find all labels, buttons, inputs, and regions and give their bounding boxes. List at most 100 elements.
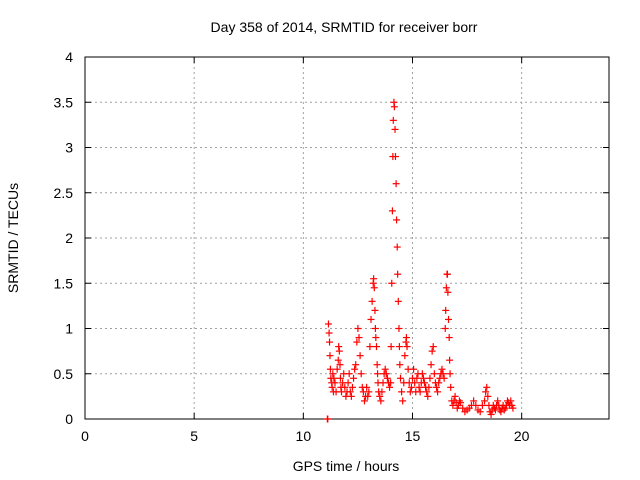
x-tick-label: 15 <box>405 428 421 444</box>
data-point <box>356 352 364 360</box>
data-point <box>425 383 433 391</box>
y-tick-label: 1.5 <box>54 275 74 291</box>
data-point <box>428 347 436 355</box>
data-point <box>398 388 406 396</box>
data-point <box>352 361 360 369</box>
data-point <box>346 388 354 396</box>
y-tick-label: 2 <box>65 230 73 246</box>
data-point <box>413 374 421 382</box>
data-point <box>378 388 386 396</box>
data-point <box>459 404 467 412</box>
data-point <box>354 325 362 332</box>
data-point <box>381 365 389 373</box>
data-point <box>415 383 423 391</box>
data-point <box>334 356 342 364</box>
x-tick-label: 10 <box>296 428 312 444</box>
data-point <box>387 379 395 387</box>
data-point <box>371 306 379 314</box>
y-tick-label: 0 <box>65 411 73 427</box>
data-point <box>411 379 419 387</box>
data-point <box>335 347 343 355</box>
axis-ticks <box>84 56 609 420</box>
data-point <box>509 404 517 412</box>
data-point <box>325 329 333 337</box>
data-point <box>416 388 424 396</box>
data-point <box>329 370 337 378</box>
data-point <box>391 153 399 161</box>
data-point <box>326 338 334 346</box>
data-point <box>344 379 352 387</box>
data-point <box>446 356 454 364</box>
x-tick-label: 5 <box>190 428 198 444</box>
data-point <box>424 392 432 400</box>
x-tick-label: 0 <box>81 428 89 444</box>
data-point <box>439 370 447 378</box>
grid-lines <box>85 57 609 419</box>
data-point <box>341 383 349 391</box>
data-point <box>445 334 453 342</box>
data-point <box>350 374 358 382</box>
data-point <box>355 334 363 342</box>
data-point <box>451 392 459 400</box>
data-point <box>357 370 365 378</box>
data-point <box>394 270 402 278</box>
data-point <box>396 361 404 369</box>
data-point <box>353 338 361 346</box>
data-point <box>423 388 431 396</box>
data-point <box>429 343 437 351</box>
data-point <box>351 365 359 373</box>
data-point <box>440 374 448 382</box>
y-tick-label: 2.5 <box>54 185 74 201</box>
data-point <box>446 370 454 378</box>
data-point <box>373 361 381 369</box>
data-point <box>407 383 415 391</box>
data-point <box>426 374 434 382</box>
x-tick-labels: 0 5 10 15 20 <box>81 428 530 444</box>
data-point <box>372 343 380 351</box>
data-point <box>435 379 443 387</box>
data-points <box>323 98 517 423</box>
y-tick-label: 4 <box>65 49 73 65</box>
x-axis-label: GPS time / hours <box>293 458 400 474</box>
data-point <box>326 352 334 360</box>
data-point <box>330 374 338 382</box>
data-point <box>457 399 465 407</box>
data-point <box>365 388 373 396</box>
data-point <box>410 365 418 373</box>
data-point <box>487 410 495 418</box>
data-point <box>419 374 427 382</box>
data-point <box>433 383 441 391</box>
data-point <box>482 388 490 396</box>
data-point <box>324 415 332 423</box>
data-point <box>442 306 450 314</box>
data-point <box>455 397 463 405</box>
data-point <box>403 343 411 351</box>
data-point <box>374 370 382 378</box>
data-point <box>389 116 397 124</box>
data-point <box>430 370 438 378</box>
data-point <box>442 284 450 292</box>
data-point <box>427 361 435 369</box>
data-point <box>497 408 505 416</box>
data-point <box>476 408 484 416</box>
data-point <box>481 397 489 405</box>
data-point <box>336 361 344 369</box>
data-point <box>393 243 401 251</box>
data-point <box>394 297 402 305</box>
data-point <box>478 401 486 409</box>
data-point <box>324 320 332 328</box>
chart-title: Day 358 of 2014, SRMTID for receiver bor… <box>211 19 478 35</box>
data-point <box>360 397 368 405</box>
data-point <box>483 383 491 391</box>
data-point <box>363 383 371 391</box>
data-point <box>333 365 341 373</box>
y-tick-labels: 0 0.5 1 1.5 2 2.5 3 3.5 4 <box>54 49 74 427</box>
data-point <box>335 343 343 351</box>
data-point <box>472 401 480 409</box>
data-point <box>366 343 374 351</box>
data-point <box>402 334 410 342</box>
data-point <box>395 325 403 332</box>
data-point <box>395 343 403 351</box>
data-point <box>494 397 502 405</box>
